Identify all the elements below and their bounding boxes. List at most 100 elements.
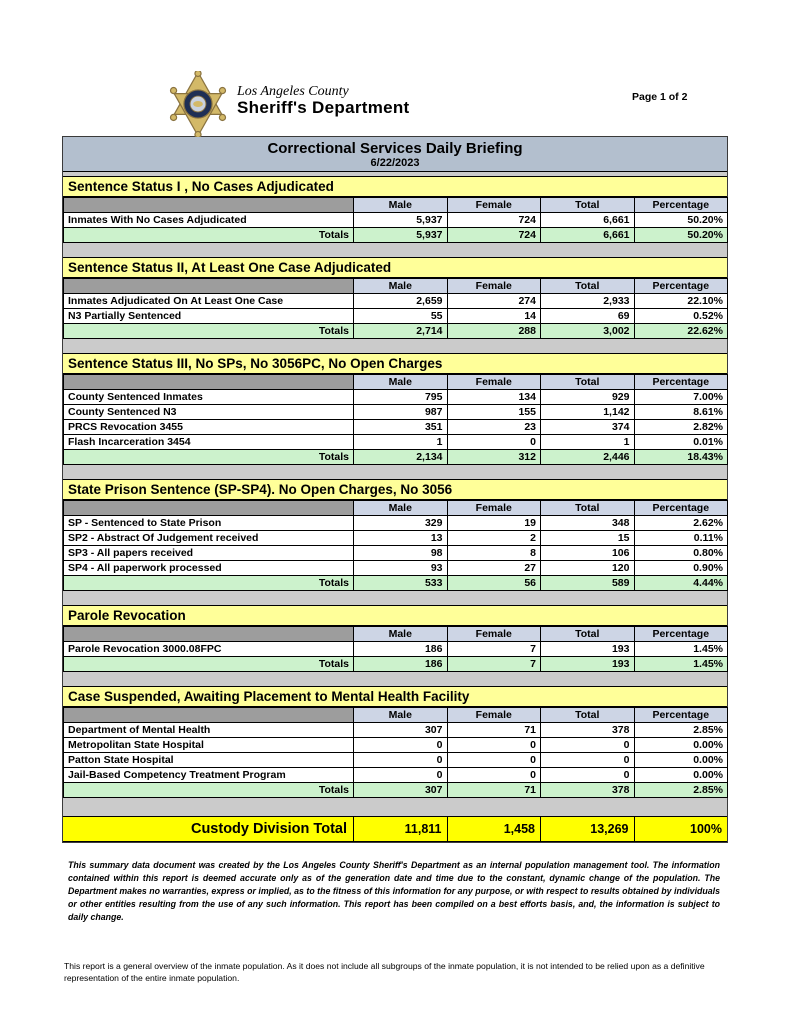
- totals-value-cell: 6,661: [540, 227, 635, 243]
- report-section: Parole Revocation Male Female Total Percent…: [63, 605, 728, 672]
- column-header: Female: [446, 707, 541, 723]
- row-label: County Sentenced Inmates: [63, 389, 354, 405]
- row-label: PRCS Revocation 3455: [63, 419, 354, 435]
- table-row: SP4 - All paperwork processed 93 27 120 0.90…: [63, 560, 728, 576]
- report-section: Sentence Status II, At Least One Case Ad…: [63, 257, 728, 339]
- section-table: Male Female Total Percentage Parole Revocat…: [63, 626, 728, 672]
- value-cell: 23: [446, 419, 541, 435]
- table-row: Jail-Based Competency Treatment Program 0…: [63, 767, 728, 783]
- table-row: Inmates Adjudicated On At Least One Case…: [63, 293, 728, 309]
- value-cell: 0: [446, 737, 541, 753]
- value-cell: 0: [540, 752, 635, 768]
- section-table: Male Female Total Percentage Inmates Adjudi…: [63, 278, 728, 339]
- disclaimer-footnote: This summary data document was created b…: [68, 860, 720, 922]
- totals-value-cell: 56: [446, 575, 541, 591]
- grand-total-label: Custody Division Total: [190, 821, 347, 837]
- totals-label: Totals: [63, 227, 354, 243]
- value-cell: 1,142: [540, 404, 635, 420]
- row-label: Metropolitan State Hospital: [63, 737, 354, 753]
- value-cell: 1: [540, 434, 635, 450]
- agency-name: Los Angeles County Sheriff's Department: [237, 84, 410, 118]
- column-header: Male: [353, 374, 448, 390]
- column-header-row: Male Female Total Percentage: [63, 626, 728, 642]
- value-cell: 27: [446, 560, 541, 576]
- row-label: N3 Partially Sentenced: [63, 308, 354, 324]
- value-cell: 1: [353, 434, 448, 450]
- report-section: Sentence Status III, No SPs, No 3056PC, …: [63, 353, 728, 465]
- row-label: SP2 - Abstract Of Judgement received: [63, 530, 354, 546]
- value-cell: 2,659: [353, 293, 448, 309]
- value-cell: 0: [353, 752, 448, 768]
- column-header: Total: [540, 500, 635, 516]
- column-header-row: Male Female Total Percentage: [63, 500, 728, 516]
- corner-cell: [63, 707, 354, 723]
- totals-label: Totals: [63, 782, 354, 798]
- totals-row: Totals 2,714 288 3,002 22.62%: [63, 323, 728, 339]
- table-row: Inmates With No Cases Adjudicated 5,937 72…: [63, 212, 728, 228]
- column-header: Female: [446, 626, 541, 642]
- page-header: Los Angeles County Sheriff's Department …: [0, 0, 791, 137]
- value-cell: 50.20%: [633, 212, 728, 228]
- corner-cell: [63, 500, 354, 516]
- value-cell: 134: [446, 389, 541, 405]
- column-header-row: Male Female Total Percentage: [63, 197, 728, 213]
- totals-value-cell: 312: [446, 449, 541, 465]
- report-section: State Prison Sentence (SP-SP4). No Open …: [63, 479, 728, 591]
- report-body: Correctional Services Daily Briefing 6/2…: [62, 136, 728, 843]
- report-title: Correctional Services Daily Briefing: [267, 140, 523, 157]
- totals-value-cell: 2,714: [353, 323, 448, 339]
- column-header: Percentage: [633, 197, 728, 213]
- section-table: Male Female Total Percentage County Sentenc…: [63, 374, 728, 465]
- totals-value-cell: 589: [540, 575, 635, 591]
- row-label: Jail-Based Competency Treatment Program: [63, 767, 354, 783]
- value-cell: 98: [353, 545, 448, 561]
- totals-value-cell: 2.85%: [633, 782, 728, 798]
- value-cell: 0.11%: [633, 530, 728, 546]
- custody-division-total-row: Custody Division Total 11,811 1,458 13,2…: [63, 816, 727, 842]
- column-header: Male: [353, 500, 448, 516]
- totals-value-cell: 2,446: [540, 449, 635, 465]
- totals-value-cell: 533: [353, 575, 448, 591]
- table-row: County Sentenced Inmates 795 134 929 7.00%: [63, 389, 728, 405]
- totals-label: Totals: [63, 323, 354, 339]
- value-cell: 724: [446, 212, 541, 228]
- column-header: Female: [446, 278, 541, 294]
- value-cell: 329: [353, 515, 448, 531]
- column-header: Percentage: [633, 500, 728, 516]
- value-cell: 14: [446, 308, 541, 324]
- column-header: Male: [353, 278, 448, 294]
- grand-total-female: 1,458: [446, 817, 541, 841]
- value-cell: 2: [446, 530, 541, 546]
- totals-value-cell: 2,134: [353, 449, 448, 465]
- overview-footnote: This report is a general overview of the…: [64, 961, 705, 983]
- agency-county: Los Angeles County: [237, 84, 349, 99]
- value-cell: 0: [446, 434, 541, 450]
- corner-cell: [63, 278, 354, 294]
- value-cell: 0: [353, 767, 448, 783]
- value-cell: 307: [353, 722, 448, 738]
- value-cell: 15: [540, 530, 635, 546]
- section-title: Sentence Status II, At Least One Case Ad…: [63, 257, 727, 278]
- value-cell: 0: [540, 767, 635, 783]
- value-cell: 2,933: [540, 293, 635, 309]
- totals-row: Totals 533 56 589 4.44%: [63, 575, 728, 591]
- value-cell: 929: [540, 389, 635, 405]
- totals-label: Totals: [63, 656, 354, 672]
- row-label: Patton State Hospital: [63, 752, 354, 768]
- row-label: SP - Sentenced to State Prison: [63, 515, 354, 531]
- column-header: Female: [446, 197, 541, 213]
- row-label: Parole Revocation 3000.08FPC: [63, 641, 354, 657]
- value-cell: 155: [446, 404, 541, 420]
- value-cell: 2.82%: [633, 419, 728, 435]
- value-cell: 0.00%: [633, 737, 728, 753]
- value-cell: 987: [353, 404, 448, 420]
- table-row: Metropolitan State Hospital 0 0 0 0.00%: [63, 737, 728, 753]
- value-cell: 71: [446, 722, 541, 738]
- value-cell: 186: [353, 641, 448, 657]
- column-header: Total: [540, 374, 635, 390]
- value-cell: 106: [540, 545, 635, 561]
- column-header: Total: [540, 626, 635, 642]
- column-header: Total: [540, 707, 635, 723]
- value-cell: 13: [353, 530, 448, 546]
- totals-value-cell: 18.43%: [633, 449, 728, 465]
